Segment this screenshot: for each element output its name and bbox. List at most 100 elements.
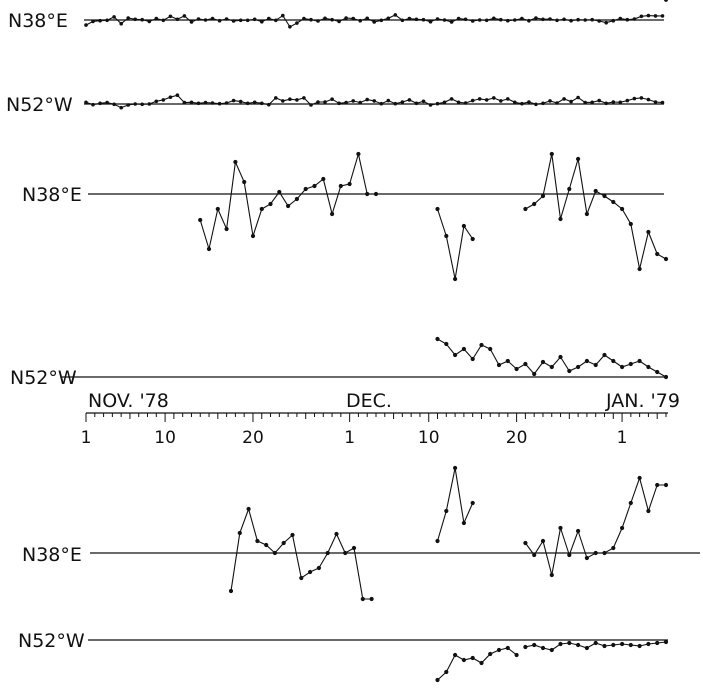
data-point [84,23,88,27]
data-point [330,97,334,101]
series-line-panel-3-segment-3 [525,153,667,270]
data-point [203,18,208,22]
data-point [505,358,510,364]
data-point [453,276,458,282]
panel-label-2: N52°W [6,94,73,116]
data-point [386,98,391,103]
data-point [210,16,215,21]
data-point [237,530,242,536]
data-point [112,102,116,107]
data-point [337,19,341,24]
data-point [590,100,594,105]
data-point [611,642,616,648]
data-point [250,233,256,239]
data-point [312,183,317,189]
data-point [259,206,264,212]
data-point [628,500,633,506]
series-layer [84,0,669,683]
data-point [309,17,313,22]
data-point [182,100,187,105]
data-point [488,651,493,657]
day-tick-label-1: 1 [81,428,92,448]
data-point [453,465,458,471]
panel-label-5: N38°E [22,544,82,566]
data-point [428,103,433,107]
data-point [302,96,306,100]
data-point [272,550,277,556]
data-point [264,542,269,548]
data-point [593,188,598,194]
data-point [655,251,660,257]
data-point [281,99,285,103]
data-point [393,101,398,106]
data-point [281,540,286,546]
data-point [217,18,222,23]
data-point [558,525,563,531]
data-point [288,25,292,29]
data-point [639,96,644,100]
data-point [463,101,468,105]
data-point [477,18,482,22]
data-point [267,102,271,107]
data-point [435,17,440,21]
data-point [611,199,616,205]
data-point [400,100,405,104]
data-point [414,101,419,106]
series-line-panel-6-segment-1 [437,647,517,681]
data-point [372,20,377,24]
data-point [655,482,660,488]
data-point [540,645,546,651]
data-point [252,17,257,22]
data-point [325,550,330,556]
series-line-panel-5-segment-3 [524,476,666,576]
data-point [140,17,144,22]
data-point [344,16,348,20]
data-point [365,97,370,102]
data-point [198,217,203,223]
data-point [660,14,665,18]
data-point [555,101,559,105]
data-point [562,17,566,22]
data-point [442,18,447,22]
data-point [337,101,341,106]
data-point [584,358,590,364]
data-point [540,193,546,199]
data-point [435,677,440,683]
data-point [541,101,545,106]
data-point [286,203,291,209]
data-point [435,101,440,106]
data-point [611,18,616,23]
data-point [356,151,361,157]
data-point [84,100,88,105]
panel-label-4: N52°W [10,367,77,389]
data-point [456,16,461,21]
data-point [567,640,572,646]
data-point [323,16,327,21]
data-point [549,364,554,370]
data-point [334,531,339,537]
data-point [620,525,625,531]
data-point [189,20,194,24]
data-point [119,105,123,110]
data-point [655,369,660,375]
data-point [625,98,630,103]
day-tick-label-dec-10: 10 [418,428,440,448]
data-point [330,211,335,217]
month-label-jan: JAN. '79 [605,390,680,412]
data-point [569,18,573,23]
data-point [290,532,295,538]
data-point [456,100,461,105]
data-point [442,100,447,105]
day-tick-label-jan-1: 1 [617,428,628,448]
data-point [653,100,658,104]
data-point [154,99,159,104]
data-point [549,151,554,157]
data-point [449,97,454,101]
data-point [514,652,519,658]
data-point [260,19,264,24]
data-point [583,18,587,22]
data-point [231,19,236,23]
data-point [119,21,123,26]
data-point [379,18,384,23]
data-point [597,98,601,103]
